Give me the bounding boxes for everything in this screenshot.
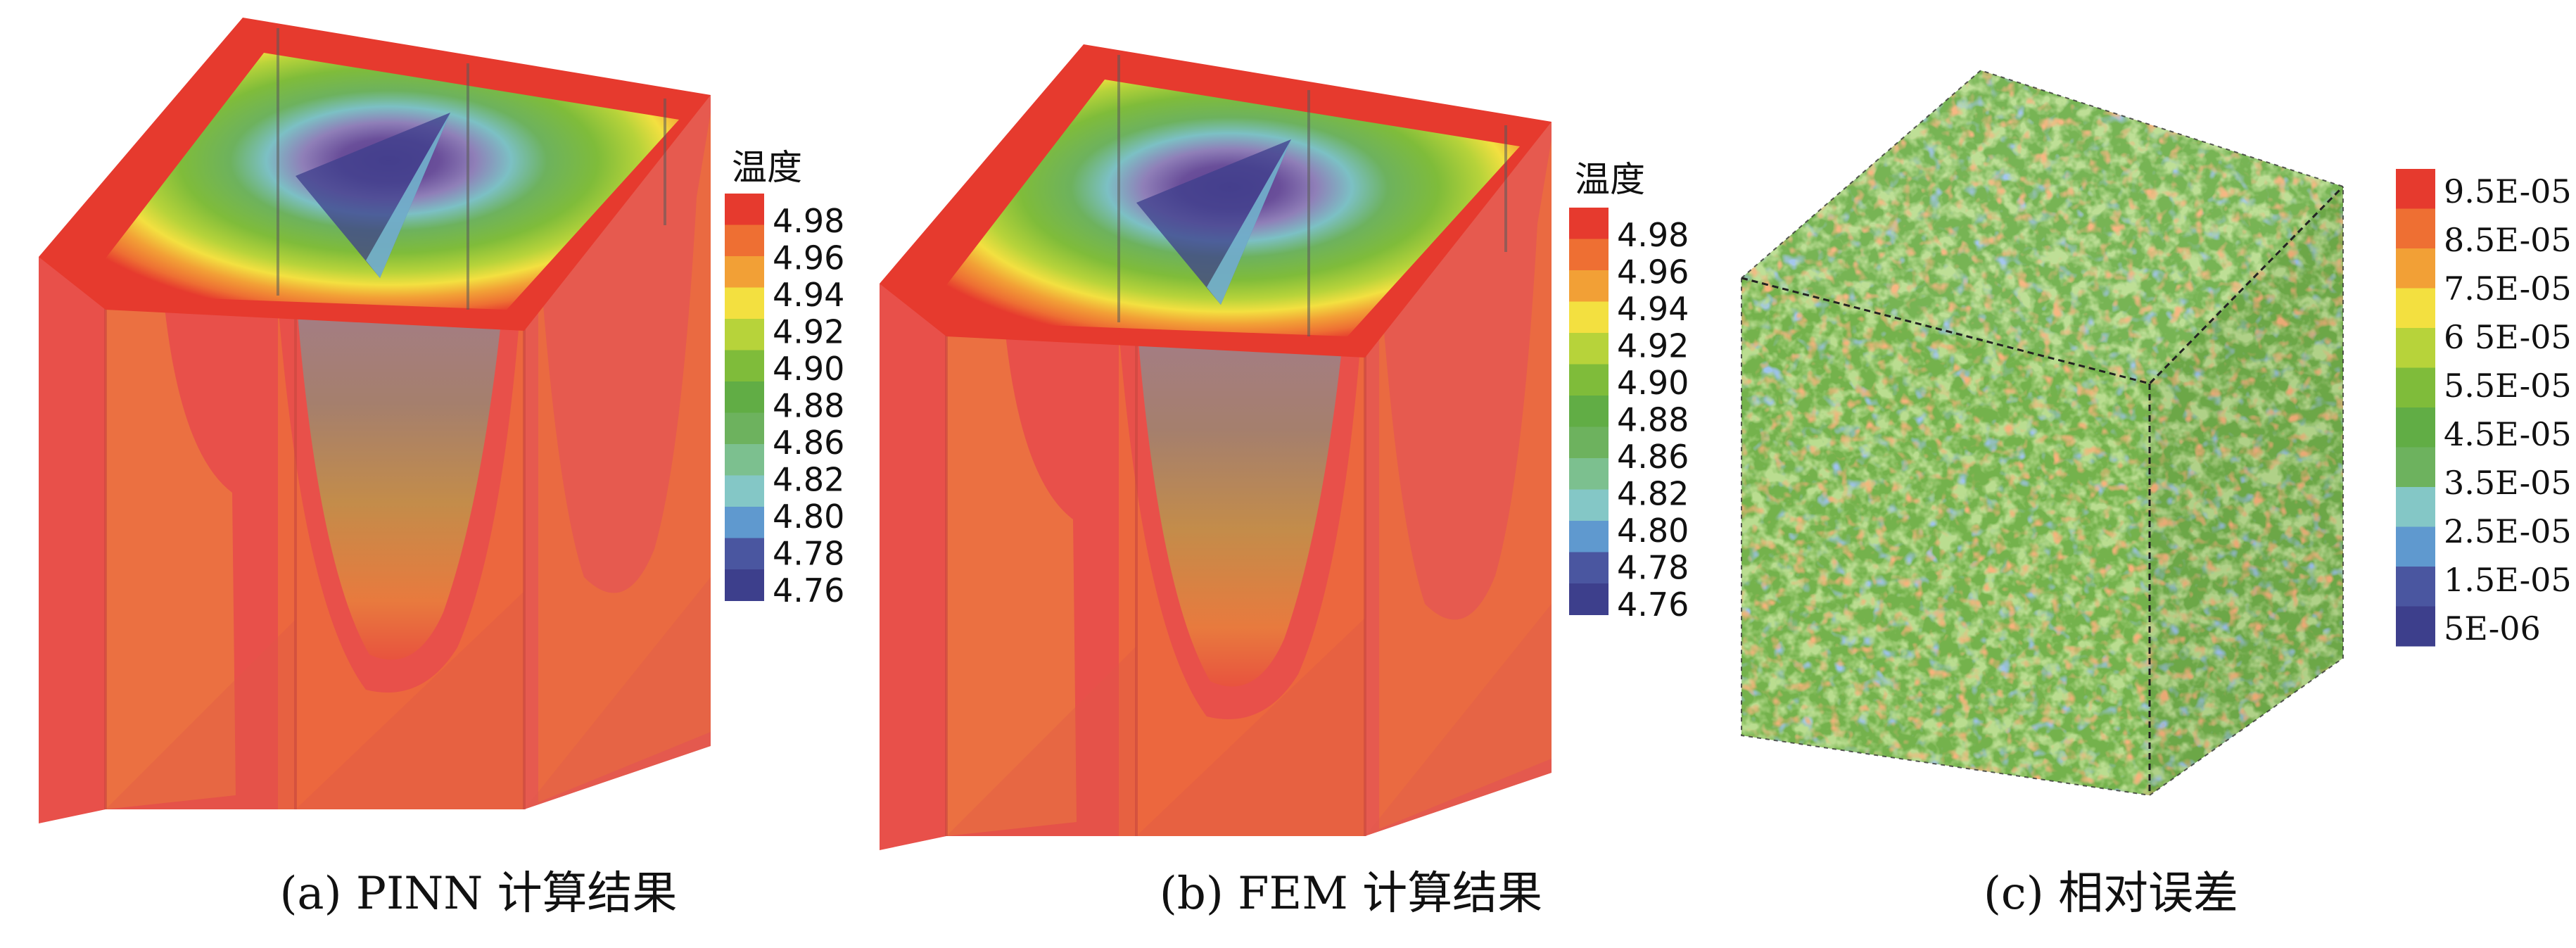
legend-swatch: [725, 569, 764, 601]
legend-label: 2.5E-05: [2444, 512, 2572, 550]
legend-swatch: [725, 412, 764, 445]
legend-swatch: [2396, 487, 2435, 527]
legend-label: 4.90: [773, 350, 844, 388]
panel-b-caption: (b) FEM 计算结果: [1159, 868, 1543, 920]
legend-swatch: [725, 444, 764, 476]
legend-swatch: [2396, 526, 2435, 567]
legend-label: 7.5E-05: [2444, 270, 2572, 308]
legend-label: 4.5E-05: [2444, 415, 2572, 453]
panel-b-cube: [880, 44, 1552, 850]
legend-label: 4.86: [1617, 438, 1689, 476]
panel-b-legend: 4.984.964.944.924.904.884.864.824.804.78…: [1569, 208, 1689, 624]
legend-swatch: [2396, 407, 2435, 448]
panel-b-legend-title: 温度: [1575, 159, 1645, 200]
legend-swatch: [725, 256, 764, 288]
panel-a-cube: [39, 18, 711, 823]
legend-swatch: [1569, 239, 1609, 271]
legend-swatch: [725, 319, 764, 350]
legend-swatch: [1569, 552, 1609, 584]
legend-label: 9.5E-05: [2444, 172, 2572, 210]
legend-swatch: [1569, 521, 1609, 552]
legend-swatch: [2396, 606, 2435, 647]
legend-swatch: [1569, 364, 1609, 396]
legend-swatch: [2396, 367, 2435, 408]
legend-swatch: [725, 287, 764, 320]
legend-swatch: [725, 225, 764, 257]
legend-label: 5E-06: [2444, 609, 2541, 647]
legend-swatch: [725, 507, 764, 538]
legend-label: 4.96: [773, 239, 844, 277]
legend-label: 4.76: [1617, 586, 1689, 624]
legend-label: 4.96: [1617, 253, 1689, 291]
legend-swatch: [2396, 288, 2435, 329]
legend-swatch: [2396, 567, 2435, 607]
legend-swatch: [1569, 333, 1609, 365]
legend-label: 4.88: [1617, 401, 1689, 439]
legend-swatch: [1569, 458, 1609, 490]
legend-swatch: [2396, 208, 2435, 249]
legend-label: 4.98: [1617, 216, 1689, 254]
legend-swatch: [1569, 426, 1609, 459]
legend-swatch: [2396, 169, 2435, 209]
legend-label: 4.82: [773, 461, 844, 499]
legend-label: 4.94: [773, 276, 844, 314]
legend-label: 3.5E-05: [2444, 464, 2572, 502]
panel-a-legend: 4.984.964.944.924.904.884.864.824.804.78…: [725, 194, 844, 609]
panel-a-caption: (a) PINN 计算结果: [279, 868, 678, 920]
legend-swatch: [1569, 396, 1609, 427]
legend-swatch: [1569, 208, 1609, 239]
legend-label: 4.92: [773, 313, 844, 351]
legend-swatch: [2396, 248, 2435, 289]
panel-c-legend: 9.5E-05 8.5E-05 7.5E-05 6 5E-05 5.5E-05 4.5E-…: [2396, 169, 2572, 647]
legend-label: 6 5E-05: [2444, 318, 2572, 356]
legend-label: 4.82: [1617, 475, 1689, 513]
legend-label: 8.5E-05: [2444, 221, 2572, 259]
legend-swatch: [725, 194, 764, 225]
legend-label: 4.80: [1617, 512, 1689, 550]
legend-swatch: [2396, 447, 2435, 488]
legend-swatch: [1569, 270, 1609, 302]
legend-label: 4.92: [1617, 327, 1689, 365]
legend-label: 4.94: [1617, 290, 1689, 328]
legend-swatch: [725, 381, 764, 413]
panel-c-caption: (c) 相对误差: [1983, 868, 2239, 920]
legend-label: 4.86: [773, 424, 844, 462]
legend-label: 4.78: [1617, 549, 1689, 587]
legend-swatch: [1569, 489, 1609, 522]
legend-label: 4.80: [773, 498, 844, 536]
panel-c-cube: [1741, 69, 2345, 797]
legend-label: 4.76: [773, 571, 844, 609]
legend-swatch: [725, 538, 764, 570]
legend-label: 4.98: [773, 202, 844, 240]
panel-a-legend-title: 温度: [732, 147, 802, 188]
legend-swatch: [1569, 301, 1609, 334]
legend-swatch: [2396, 328, 2435, 368]
legend-label: 4.90: [1617, 364, 1689, 402]
legend-swatch: [725, 475, 764, 507]
legend-label: 5.5E-05: [2444, 367, 2572, 405]
legend-swatch: [725, 350, 764, 382]
legend-label: 4.88: [773, 387, 844, 425]
legend-label: 1.5E-05: [2444, 561, 2572, 599]
legend-label: 4.78: [773, 535, 844, 573]
legend-swatch: [1569, 583, 1609, 615]
